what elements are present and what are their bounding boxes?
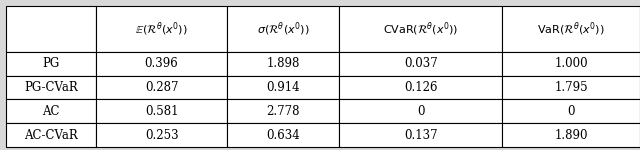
Bar	[227, 6, 339, 52]
Bar	[227, 76, 339, 99]
Bar	[6, 52, 96, 76]
Text: 0.581: 0.581	[145, 105, 179, 118]
Text: AC: AC	[42, 105, 60, 118]
Text: 0.137: 0.137	[404, 129, 438, 142]
Text: 1.898: 1.898	[266, 57, 300, 70]
Text: 1.000: 1.000	[554, 57, 588, 70]
Text: 0: 0	[568, 105, 575, 118]
Bar	[502, 6, 640, 52]
Bar	[339, 123, 502, 147]
Bar	[339, 6, 502, 52]
Text: 1.890: 1.890	[554, 129, 588, 142]
Bar	[227, 123, 339, 147]
Text: 0.914: 0.914	[266, 81, 300, 94]
Bar	[502, 99, 640, 123]
Bar	[6, 123, 96, 147]
Text: 2.778: 2.778	[266, 105, 300, 118]
Text: $\mathrm{CVaR}(\mathcal{R}^{\theta}(x^0))$: $\mathrm{CVaR}(\mathcal{R}^{\theta}(x^0)…	[383, 20, 458, 38]
Text: 0.126: 0.126	[404, 81, 438, 94]
Bar	[96, 99, 227, 123]
Bar	[502, 52, 640, 76]
Text: PG: PG	[43, 57, 60, 70]
Text: 0.396: 0.396	[145, 57, 179, 70]
Bar	[96, 52, 227, 76]
Text: AC-CVaR: AC-CVaR	[24, 129, 78, 142]
Bar	[502, 123, 640, 147]
Text: $\mathbb{E}(\mathcal{R}^{\theta}(x^0))$: $\mathbb{E}(\mathcal{R}^{\theta}(x^0))$	[135, 20, 188, 38]
Bar	[96, 123, 227, 147]
Text: 0: 0	[417, 105, 424, 118]
Bar	[96, 76, 227, 99]
Text: $\sigma(\mathcal{R}^{\theta}(x^0))$: $\sigma(\mathcal{R}^{\theta}(x^0))$	[257, 20, 310, 38]
Bar	[339, 76, 502, 99]
Bar	[502, 76, 640, 99]
Bar	[227, 52, 339, 76]
Bar	[339, 52, 502, 76]
Bar	[227, 99, 339, 123]
Text: 0.634: 0.634	[266, 129, 300, 142]
Text: 0.253: 0.253	[145, 129, 179, 142]
Text: 1.795: 1.795	[554, 81, 588, 94]
Text: 0.037: 0.037	[404, 57, 438, 70]
Bar	[6, 6, 96, 52]
Bar	[6, 76, 96, 99]
Bar	[339, 99, 502, 123]
Bar	[6, 99, 96, 123]
Text: PG-CVaR: PG-CVaR	[24, 81, 78, 94]
Bar	[96, 6, 227, 52]
Text: 0.287: 0.287	[145, 81, 179, 94]
Text: $\mathrm{VaR}(\mathcal{R}^{\theta}(x^0))$: $\mathrm{VaR}(\mathcal{R}^{\theta}(x^0))…	[538, 20, 605, 38]
